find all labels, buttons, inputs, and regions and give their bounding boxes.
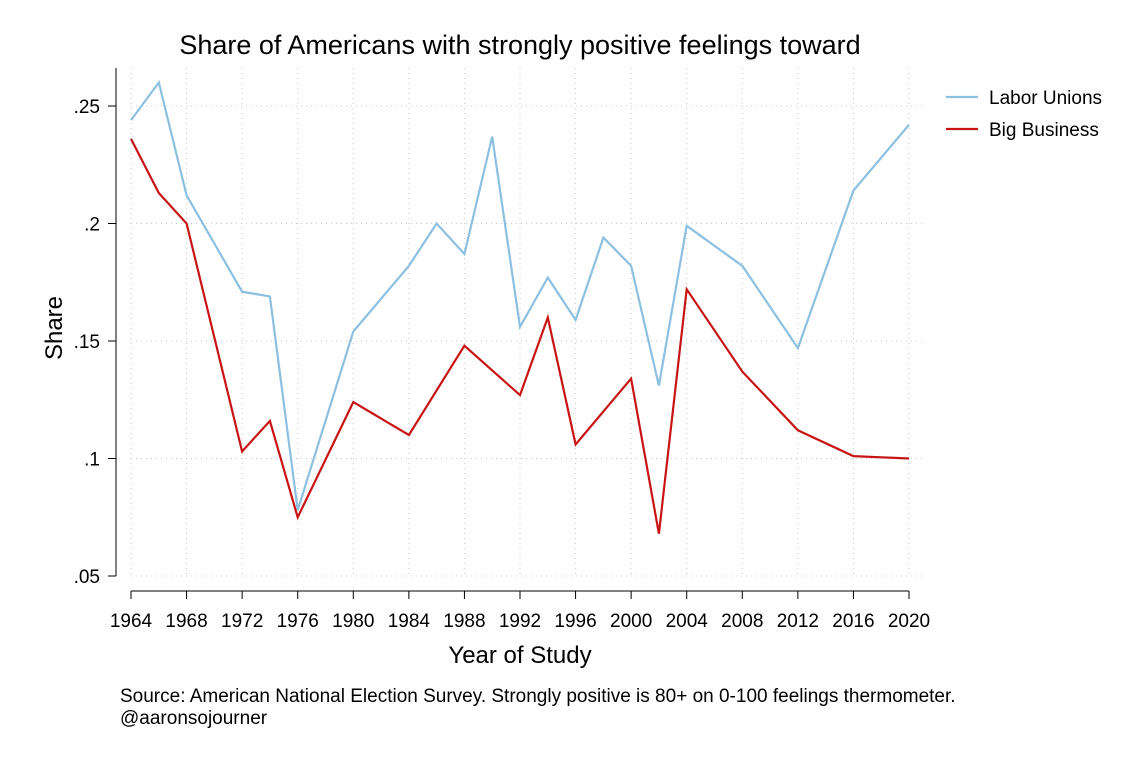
gridlines [130,68,923,577]
y-axis-title: Share [41,296,68,360]
author-handle: @aaronsojourner [120,708,268,729]
series-line-big-business [130,138,910,534]
y-tick-label: .05 [74,567,100,588]
x-tick-label: 1976 [277,611,319,632]
legend-label-big-business: Big Business [989,120,1099,141]
x-axis-ticks: 1964 1968 1972 1976 1980 1984 1988 1992 1996 2000… [110,591,930,632]
x-tick-label: 1996 [554,611,596,632]
legend-label-labor-unions: Labor Unions [989,88,1102,109]
y-tick-label: .2 [84,215,100,236]
y-axis-ticks: .05 .1 .15 .2 .25 [74,97,116,588]
x-axis-title: Year of Study [448,642,591,669]
x-tick-label: 1980 [332,611,374,632]
x-tick-label: 2004 [666,611,709,632]
x-tick-label: 1992 [499,611,541,632]
series-line-labor-unions [130,79,910,511]
x-tick-label: 2008 [721,611,763,632]
x-tick-label: 1968 [165,611,207,632]
x-tick-label: 2000 [610,611,652,632]
x-tick-label: 1964 [110,611,153,632]
x-tick-label: 1984 [388,611,431,632]
y-tick-label: .1 [84,450,100,471]
y-tick-label: .15 [74,332,100,353]
chart-title: Share of Americans with strongly positiv… [179,30,860,60]
y-tick-label: .25 [74,97,100,118]
axes [115,68,909,592]
series-lines [130,79,910,534]
legend: Labor Unions Big Business [946,88,1102,141]
source-note: Source: American National Election Surve… [120,686,956,707]
x-tick-label: 2012 [777,611,819,632]
x-tick-label: 2020 [888,611,930,632]
x-tick-label: 1988 [443,611,485,632]
x-tick-label: 1972 [221,611,263,632]
x-tick-label: 2016 [832,611,874,632]
